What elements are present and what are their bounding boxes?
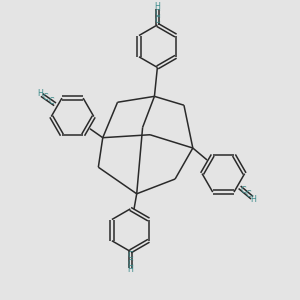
Text: C: C — [240, 186, 246, 195]
Text: H: H — [251, 195, 256, 204]
Text: C: C — [49, 97, 54, 106]
Text: C: C — [246, 190, 251, 200]
Text: H: H — [128, 265, 133, 274]
Text: C: C — [128, 259, 133, 268]
Text: C: C — [43, 93, 48, 102]
Text: C: C — [128, 251, 133, 260]
Text: C: C — [154, 16, 160, 25]
Text: C: C — [154, 9, 160, 18]
Text: H: H — [37, 89, 43, 98]
Text: H: H — [154, 2, 160, 11]
